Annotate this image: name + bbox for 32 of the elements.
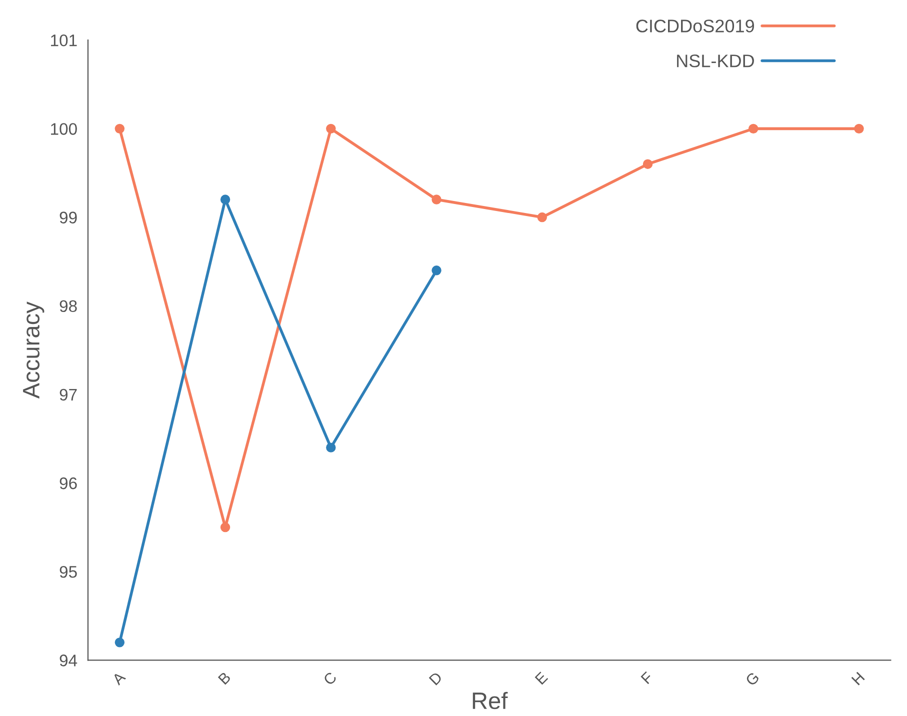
point: [854, 124, 864, 134]
x-tick-label: C: [322, 671, 338, 686]
x-axis-title: Ref: [472, 692, 508, 710]
y-tick-label: 98: [60, 300, 77, 312]
x-tick-label: E: [534, 671, 548, 685]
y-tick-label: 95: [60, 566, 77, 578]
x-tick-label: G: [744, 672, 760, 686]
point: [642, 159, 653, 169]
point: [220, 522, 230, 532]
x-tick-label: B: [218, 672, 232, 685]
y-tick-label: 100: [51, 123, 77, 135]
point: [326, 442, 336, 452]
y-tick-label: 99: [60, 212, 77, 224]
y-axis-title: Accuracy: [23, 302, 44, 399]
x-tick-label: A: [111, 670, 126, 686]
x-tick-label: D: [428, 671, 443, 686]
legend-label: NSL-KDD: [677, 54, 754, 68]
x-tick-label: F: [640, 671, 654, 684]
point: [537, 212, 547, 222]
point: [114, 638, 125, 648]
point: [326, 124, 336, 134]
point: [220, 194, 230, 204]
y-tick-label: 94: [60, 654, 78, 666]
point: [432, 194, 442, 204]
point: [114, 124, 125, 134]
point: [432, 266, 442, 276]
y-tick-label: 97: [60, 388, 77, 401]
y-tick-label: 101: [51, 34, 77, 46]
point: [748, 124, 758, 134]
x-tick-label: H: [851, 672, 865, 686]
legend-label: CICDDoS2019: [636, 20, 754, 32]
y-tick-label: 96: [60, 477, 77, 490]
